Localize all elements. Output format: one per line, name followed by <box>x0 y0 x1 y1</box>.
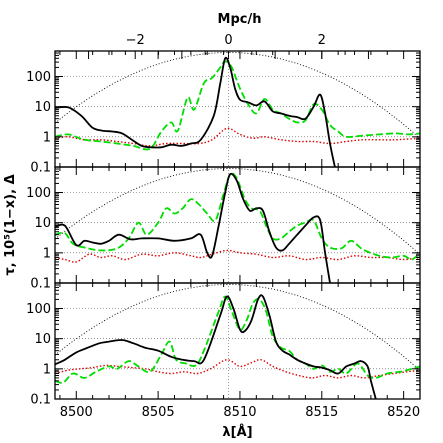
x-tick-label: 8500 <box>60 405 93 420</box>
series-neutral-fraction <box>55 172 420 261</box>
y-tick-label: 1 <box>43 362 51 377</box>
panel-frame <box>54 282 421 400</box>
y-tick-label: 100 <box>26 302 51 317</box>
x-axis-label: λ[Å] <box>222 424 252 440</box>
y-tick-label: 10 <box>34 216 51 231</box>
bottom-axis: 8500 8505 8510 8515 8520 <box>60 405 420 420</box>
series-overdensity <box>55 249 420 263</box>
top-axis-label: Mpc/h <box>218 12 262 27</box>
series-overdensity <box>55 358 420 379</box>
y-tick-label: 10 <box>34 100 51 115</box>
top-tick-label: 2 <box>318 33 326 48</box>
y-axis-label: τ, 10⁵(1−x), Δ <box>3 174 18 275</box>
series-tau <box>55 56 336 167</box>
y-tick-label: 100 <box>26 186 51 201</box>
x-tick-label: 8510 <box>223 405 256 420</box>
top-tick-label: 0 <box>224 33 232 48</box>
top-axis: −2 0 2 <box>88 33 369 59</box>
y-tick-label: 100 <box>26 70 51 85</box>
y-tick-label: 1 <box>43 246 51 261</box>
panel-frame <box>54 50 421 168</box>
y-tick-label: 1 <box>43 130 51 145</box>
x-tick-label: 8520 <box>387 405 420 420</box>
series-neutral-fraction <box>55 60 420 151</box>
panels: 0.1 1 10 100 0.1 1 10 100 0.1 1 10 100 <box>26 50 421 408</box>
series-overdensity <box>55 127 420 147</box>
panel-3: 0.1 1 10 100 <box>26 282 421 408</box>
x-tick-label: 8515 <box>305 405 338 420</box>
series-neutral-fraction <box>55 295 420 384</box>
panel-1: 0.1 1 10 100 <box>26 50 421 176</box>
series-tau <box>55 294 377 399</box>
top-tick-label: −2 <box>126 33 145 48</box>
y-tick-label: 10 <box>34 332 51 347</box>
panel-2: 0.1 1 10 100 <box>26 166 421 292</box>
x-tick-label: 8505 <box>142 405 175 420</box>
series-tau <box>55 172 331 283</box>
y-tick-label: 0.1 <box>30 393 51 408</box>
y-tick-label: 0.1 <box>30 161 51 176</box>
y-tick-label: 0.1 <box>30 277 51 292</box>
